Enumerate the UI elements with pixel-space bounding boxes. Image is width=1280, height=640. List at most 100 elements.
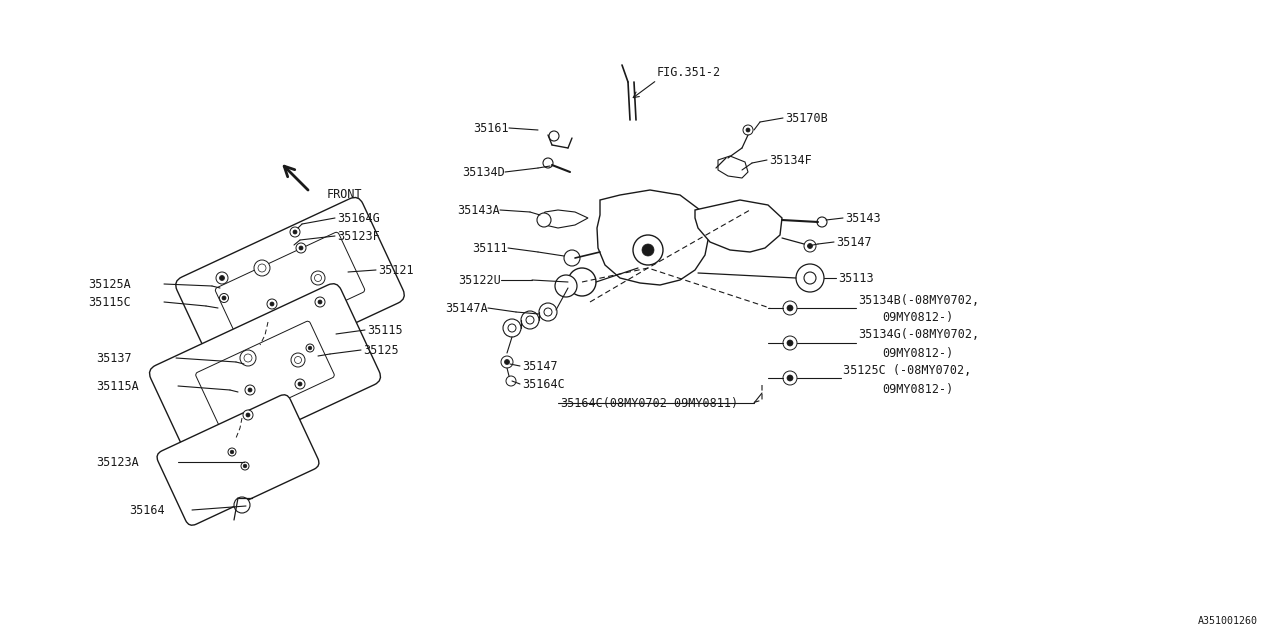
- Circle shape: [544, 308, 552, 316]
- Circle shape: [564, 250, 580, 266]
- Circle shape: [549, 131, 559, 141]
- Circle shape: [503, 319, 521, 337]
- Text: 35164: 35164: [129, 504, 165, 516]
- Circle shape: [817, 217, 827, 227]
- Text: 35164C: 35164C: [522, 378, 564, 390]
- Text: 35137: 35137: [96, 351, 132, 365]
- Text: 35111: 35111: [472, 241, 508, 255]
- Circle shape: [746, 128, 750, 132]
- Circle shape: [293, 230, 297, 234]
- Circle shape: [804, 272, 817, 284]
- Circle shape: [315, 297, 325, 307]
- Circle shape: [298, 382, 302, 386]
- Circle shape: [783, 371, 797, 385]
- Text: 35121: 35121: [378, 264, 413, 276]
- Circle shape: [268, 299, 276, 309]
- Text: 35125: 35125: [364, 344, 398, 356]
- Text: 35122U: 35122U: [458, 273, 500, 287]
- Circle shape: [244, 354, 252, 362]
- FancyBboxPatch shape: [215, 232, 365, 348]
- Text: 09MY0812-): 09MY0812-): [882, 383, 954, 396]
- Circle shape: [317, 300, 323, 304]
- Polygon shape: [718, 156, 748, 178]
- Text: 35164G: 35164G: [337, 211, 380, 225]
- Text: 35115: 35115: [367, 323, 403, 337]
- Circle shape: [291, 353, 305, 367]
- Circle shape: [521, 311, 539, 329]
- Circle shape: [243, 410, 253, 420]
- Circle shape: [253, 260, 270, 276]
- Circle shape: [248, 388, 252, 392]
- Circle shape: [270, 302, 274, 306]
- Circle shape: [543, 158, 553, 168]
- Circle shape: [742, 125, 753, 135]
- Circle shape: [538, 213, 550, 227]
- Text: 35125C (-08MY0702,: 35125C (-08MY0702,: [844, 365, 972, 378]
- Circle shape: [308, 346, 312, 350]
- Circle shape: [783, 336, 797, 350]
- Circle shape: [219, 294, 229, 303]
- Circle shape: [296, 243, 306, 253]
- Circle shape: [294, 379, 305, 389]
- Circle shape: [291, 227, 300, 237]
- Text: 35134D: 35134D: [462, 166, 506, 179]
- Text: 35143A: 35143A: [457, 204, 500, 216]
- Circle shape: [634, 235, 663, 265]
- Circle shape: [306, 344, 314, 352]
- Circle shape: [228, 448, 236, 456]
- Circle shape: [506, 376, 516, 386]
- Text: FIG.351-2: FIG.351-2: [657, 65, 721, 79]
- FancyBboxPatch shape: [150, 284, 380, 467]
- Polygon shape: [596, 190, 710, 285]
- Circle shape: [259, 264, 266, 272]
- Polygon shape: [695, 200, 782, 252]
- Circle shape: [300, 246, 303, 250]
- Text: 35147A: 35147A: [445, 301, 488, 314]
- Circle shape: [787, 305, 794, 311]
- Circle shape: [643, 244, 654, 256]
- Circle shape: [315, 275, 321, 282]
- Circle shape: [804, 240, 817, 252]
- Text: 35134F: 35134F: [769, 154, 812, 166]
- Text: A351001260: A351001260: [1198, 616, 1258, 626]
- Circle shape: [219, 275, 224, 280]
- Circle shape: [243, 464, 247, 468]
- FancyBboxPatch shape: [196, 321, 334, 429]
- Text: 35170B: 35170B: [785, 111, 828, 125]
- Text: 35147: 35147: [522, 360, 558, 372]
- Text: 35115A: 35115A: [96, 380, 138, 392]
- Circle shape: [246, 413, 250, 417]
- Circle shape: [508, 324, 516, 332]
- Circle shape: [787, 375, 794, 381]
- Circle shape: [526, 316, 534, 324]
- Text: 35123A: 35123A: [96, 456, 138, 468]
- Circle shape: [568, 268, 596, 296]
- Text: 35115C: 35115C: [88, 296, 131, 308]
- FancyBboxPatch shape: [157, 395, 319, 525]
- Text: 35134B(-08MY0702,: 35134B(-08MY0702,: [858, 294, 979, 307]
- Text: 35143: 35143: [845, 211, 881, 225]
- FancyBboxPatch shape: [175, 198, 404, 383]
- Text: 35161: 35161: [474, 122, 509, 134]
- Circle shape: [808, 243, 813, 248]
- Text: 35147: 35147: [836, 236, 872, 248]
- Circle shape: [504, 360, 509, 365]
- Circle shape: [556, 275, 577, 297]
- Text: 09MY0812-): 09MY0812-): [882, 312, 954, 324]
- Circle shape: [500, 356, 513, 368]
- Circle shape: [216, 272, 228, 284]
- Circle shape: [234, 497, 250, 513]
- Text: 35123F: 35123F: [337, 230, 380, 243]
- Circle shape: [311, 271, 325, 285]
- Circle shape: [241, 462, 250, 470]
- Circle shape: [221, 296, 227, 300]
- Circle shape: [230, 450, 234, 454]
- Circle shape: [796, 264, 824, 292]
- Polygon shape: [540, 210, 588, 228]
- Circle shape: [244, 385, 255, 395]
- Text: 09MY0812-): 09MY0812-): [882, 346, 954, 360]
- Circle shape: [783, 301, 797, 315]
- Circle shape: [787, 340, 794, 346]
- Text: 35125A: 35125A: [88, 278, 131, 291]
- Circle shape: [241, 350, 256, 366]
